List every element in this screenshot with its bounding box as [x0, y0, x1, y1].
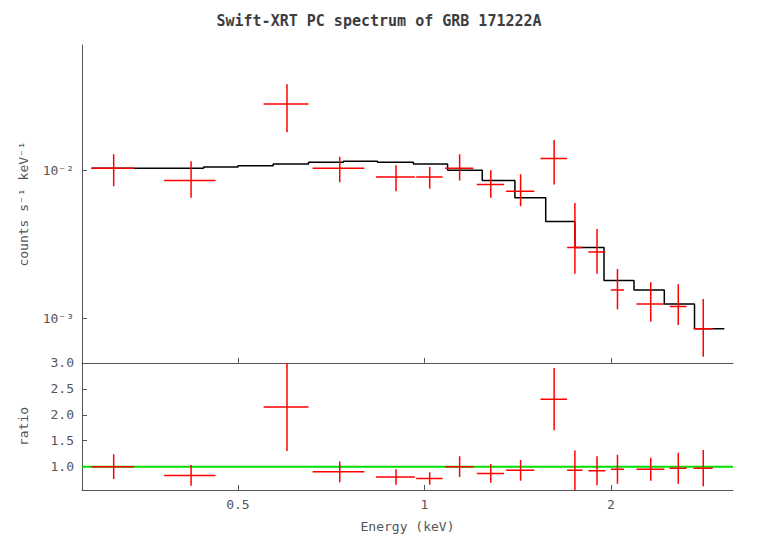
- svg-text:10⁻³: 10⁻³: [43, 311, 74, 326]
- svg-text:3.0: 3.0: [51, 355, 74, 370]
- svg-text:ratio: ratio: [16, 407, 31, 446]
- svg-text:counts s⁻¹ keV⁻¹: counts s⁻¹ keV⁻¹: [16, 141, 31, 266]
- svg-text:0.5: 0.5: [226, 497, 249, 512]
- svg-text:Swift-XRT PC spectrum of GRB 1: Swift-XRT PC spectrum of GRB 171222A: [216, 12, 541, 30]
- svg-text:10⁻²: 10⁻²: [43, 163, 74, 178]
- svg-text:2: 2: [607, 497, 615, 512]
- svg-text:2.5: 2.5: [51, 381, 74, 396]
- svg-text:1.0: 1.0: [51, 459, 74, 474]
- svg-text:1: 1: [420, 497, 428, 512]
- svg-text:2.0: 2.0: [51, 407, 74, 422]
- svg-text:1.5: 1.5: [51, 433, 74, 448]
- svg-text:Energy (keV): Energy (keV): [361, 519, 455, 534]
